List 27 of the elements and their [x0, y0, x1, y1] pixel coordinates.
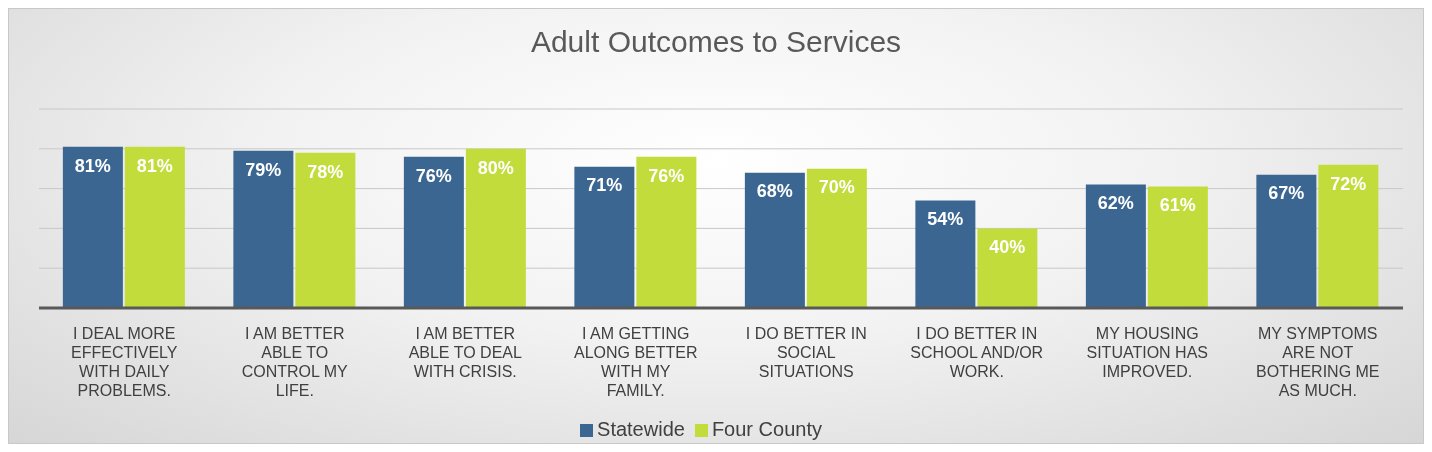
data-label: 78% [307, 161, 344, 182]
legend-label: Four County [711, 418, 822, 440]
data-label: 67% [1268, 183, 1305, 204]
data-label: 79% [245, 159, 282, 180]
data-label: 40% [989, 237, 1026, 258]
x-tick-label: I DO BETTER IN SOCIAL SITUATIONS [745, 324, 867, 381]
x-tick-label: I AM BETTER ABLE TO DEAL WITH CRISIS. [408, 324, 522, 381]
data-label: 71% [586, 175, 623, 196]
data-label: 81% [136, 155, 173, 176]
x-tick-label: I DEAL MORE EFFECTIVELY WITH DAILY PROBLEMS. [71, 324, 178, 400]
data-label: 76% [415, 165, 452, 186]
data-label: 81% [74, 155, 111, 176]
data-label: 70% [818, 177, 855, 198]
data-label: 76% [648, 165, 685, 186]
x-tick-label: I AM BETTER ABLE TO CONTROL MY LIFE. [241, 324, 349, 400]
data-label: 54% [927, 209, 964, 230]
x-tick-label: MY SYMPTOMS ARE NOT BOTHERING ME AS MUCH. [1255, 324, 1380, 400]
chart-title: Adult Outcomes to Services [529, 25, 903, 59]
x-tick-label: I AM GETTING ALONG BETTER WITH MY FAMILY. [573, 324, 698, 400]
legend-label: Statewide [597, 418, 685, 440]
data-label: 80% [477, 157, 514, 178]
data-label: 72% [1330, 173, 1367, 194]
x-tick-label: I DO BETTER IN SCHOOL AND/OR WORK. [910, 324, 1044, 381]
data-label: 62% [1097, 193, 1134, 214]
data-label: 68% [756, 181, 793, 202]
x-tick-label: MY HOUSING SITUATION HAS IMPROVED. [1086, 324, 1208, 381]
data-label: 61% [1159, 195, 1196, 216]
